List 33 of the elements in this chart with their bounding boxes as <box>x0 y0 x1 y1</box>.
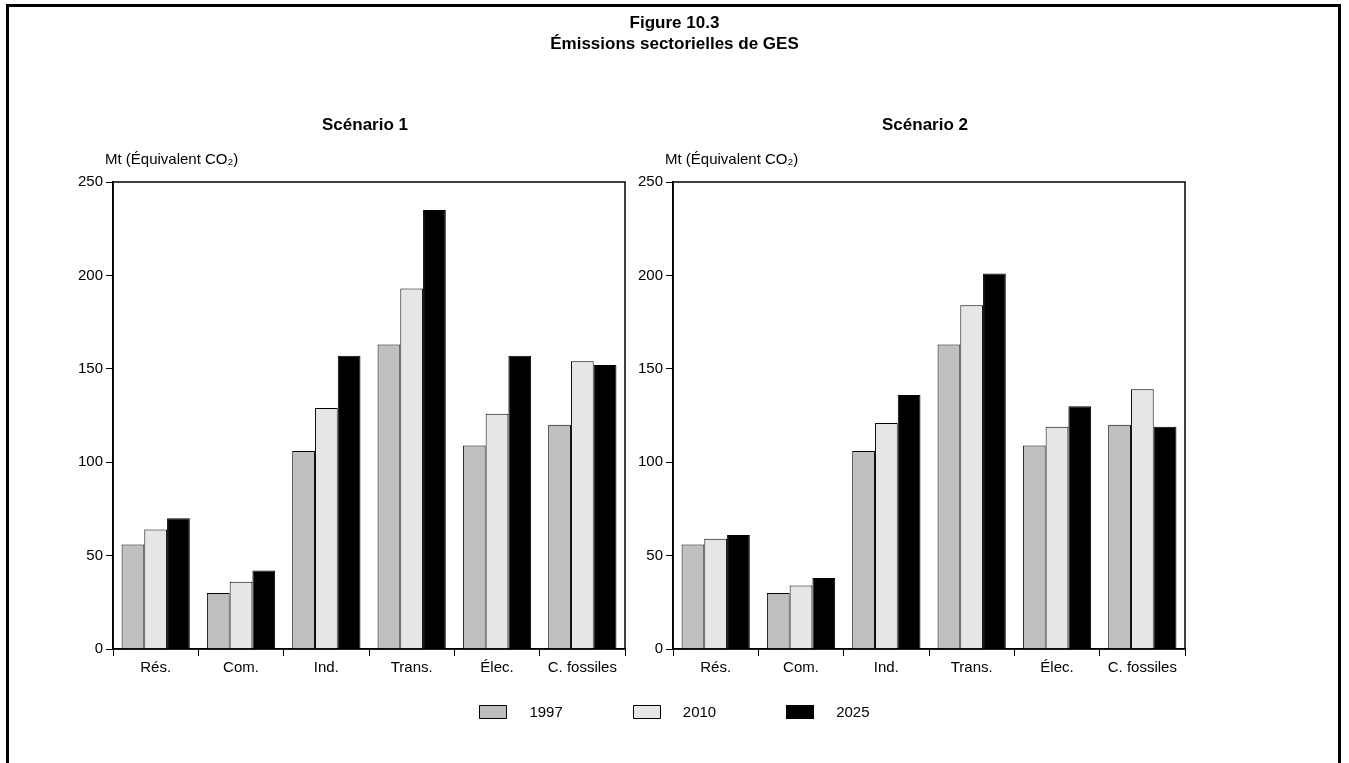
x-tick-label: Com. <box>223 658 259 676</box>
y-tick-label: 150 <box>638 358 664 376</box>
x-tick-label: Trans. <box>950 658 993 676</box>
x-tick-label: C. fossiles <box>1107 658 1177 676</box>
y-axis-title: Mt (Équivalent CO₂) <box>665 150 799 167</box>
x-tick-label: Ind. <box>873 658 899 676</box>
x-tick-label: Rés. <box>700 658 732 676</box>
chart-title: Scénario 2 <box>881 115 969 135</box>
legend-label: 1997 <box>529 703 563 720</box>
y-tick-label: 100 <box>638 452 664 470</box>
y-tick-label: 50 <box>646 545 664 563</box>
x-tick-label: Trans. <box>390 658 433 676</box>
legend-label: 2010 <box>682 703 717 720</box>
x-tick-label: Rés. <box>140 658 172 676</box>
x-tick-label: Ind. <box>313 658 339 676</box>
x-tick-label: Com. <box>783 658 819 676</box>
legend-label: 2025 <box>836 703 870 720</box>
y-tick-label: 200 <box>78 265 104 283</box>
chart-title: Scénario 1 <box>321 115 409 135</box>
y-axis-title: Mt (Équivalent CO₂) <box>105 150 239 167</box>
x-tick-label: C. fossiles <box>547 658 617 676</box>
y-tick-label: 200 <box>638 265 664 283</box>
y-tick-label: 100 <box>78 452 104 470</box>
y-tick-label: 150 <box>78 358 104 376</box>
y-tick-label: 0 <box>654 639 664 657</box>
text: Émissions sectorielles de GES <box>549 33 800 54</box>
y-tick-label: 250 <box>638 172 664 190</box>
caption: Figure 10.3 <box>628 12 721 33</box>
x-tick-label: Élec. <box>1040 658 1074 676</box>
y-tick-label: 0 <box>94 639 104 657</box>
x-tick-label: Élec. <box>480 658 514 676</box>
y-tick-label: 50 <box>86 545 104 563</box>
y-tick-label: 250 <box>78 172 104 190</box>
